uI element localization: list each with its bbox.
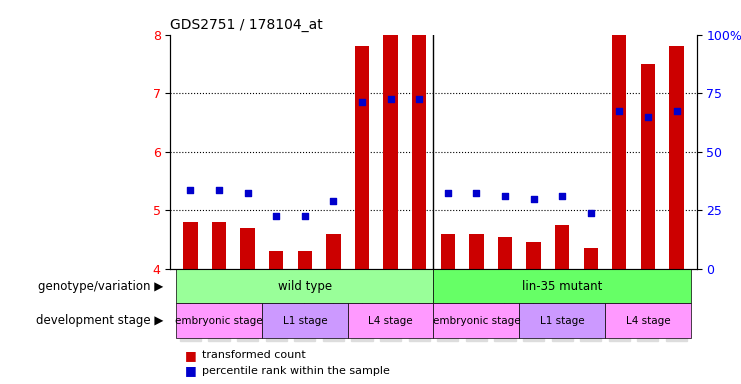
Point bbox=[270, 213, 282, 219]
Bar bbox=[433, 269, 691, 303]
Bar bbox=[498, 237, 512, 269]
Point bbox=[185, 187, 196, 193]
Bar bbox=[555, 225, 569, 269]
Point bbox=[356, 99, 368, 105]
Text: embryonic stage: embryonic stage bbox=[433, 316, 520, 326]
Bar bbox=[412, 35, 426, 269]
Bar bbox=[519, 303, 605, 338]
Text: GDS2751 / 178104_at: GDS2751 / 178104_at bbox=[170, 18, 323, 32]
Text: L1 stage: L1 stage bbox=[540, 316, 585, 326]
Bar bbox=[612, 35, 626, 269]
Bar bbox=[469, 234, 484, 269]
Text: percentile rank within the sample: percentile rank within the sample bbox=[202, 366, 390, 376]
Bar bbox=[641, 64, 655, 269]
Text: genotype/variation ▶: genotype/variation ▶ bbox=[38, 280, 163, 293]
Point bbox=[585, 210, 597, 216]
Bar bbox=[241, 228, 255, 269]
Bar bbox=[298, 251, 312, 269]
Point bbox=[528, 195, 539, 202]
Bar bbox=[355, 46, 369, 269]
Bar bbox=[526, 242, 541, 269]
Point bbox=[385, 96, 396, 102]
Text: L4 stage: L4 stage bbox=[368, 316, 413, 326]
Bar bbox=[326, 234, 341, 269]
Point bbox=[499, 192, 511, 199]
Point bbox=[299, 213, 310, 219]
Point bbox=[413, 96, 425, 102]
Text: L4 stage: L4 stage bbox=[625, 316, 671, 326]
Point bbox=[556, 192, 568, 199]
Bar bbox=[383, 35, 398, 269]
Bar bbox=[176, 303, 262, 338]
Point bbox=[671, 108, 682, 114]
Text: embryonic stage: embryonic stage bbox=[175, 316, 263, 326]
Bar bbox=[212, 222, 226, 269]
Text: ■: ■ bbox=[185, 364, 197, 377]
Bar bbox=[176, 269, 433, 303]
Bar bbox=[262, 303, 348, 338]
Text: wild type: wild type bbox=[278, 280, 332, 293]
Text: lin-35 mutant: lin-35 mutant bbox=[522, 280, 602, 293]
Point bbox=[213, 187, 225, 193]
Bar bbox=[441, 234, 455, 269]
Bar bbox=[348, 303, 433, 338]
Point bbox=[471, 190, 482, 196]
Point bbox=[328, 199, 339, 205]
Bar bbox=[433, 303, 519, 338]
Text: transformed count: transformed count bbox=[202, 350, 305, 360]
Point bbox=[242, 190, 253, 196]
Bar bbox=[669, 46, 684, 269]
Text: ■: ■ bbox=[185, 349, 197, 362]
Bar bbox=[584, 248, 598, 269]
Point bbox=[614, 108, 625, 114]
Bar bbox=[605, 303, 691, 338]
Text: L1 stage: L1 stage bbox=[282, 316, 327, 326]
Bar bbox=[269, 251, 283, 269]
Text: development stage ▶: development stage ▶ bbox=[36, 314, 163, 327]
Point bbox=[642, 114, 654, 120]
Point bbox=[442, 190, 453, 196]
Bar bbox=[183, 222, 198, 269]
